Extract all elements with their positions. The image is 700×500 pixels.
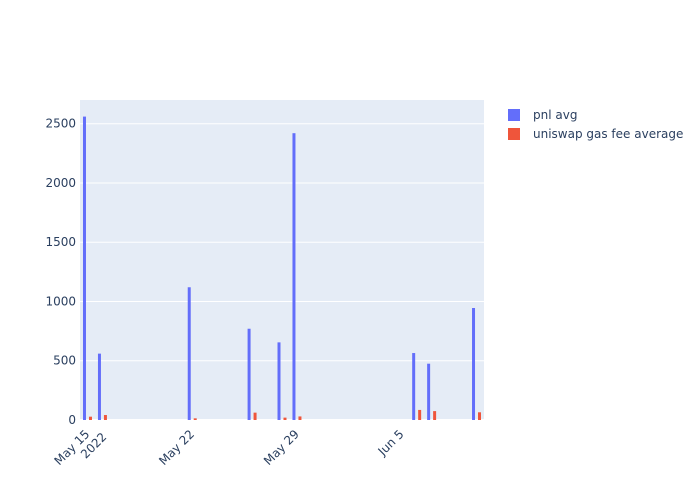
y-tick-label: 0 [68,413,76,427]
bars [82,116,481,420]
bar-pnl-avg[interactable] [82,116,86,420]
x-tick: May 22 [156,427,197,468]
legend-label: pnl avg [533,108,577,122]
x-tick: Jun 5 [375,427,407,459]
bar-gas-fee[interactable] [88,416,92,420]
x-tick: May 29 [261,427,302,468]
bar-gas-fee[interactable] [283,417,287,420]
bar-pnl-avg[interactable] [277,342,281,420]
bar-gas-fee[interactable] [103,415,107,420]
legend-label: uniswap gas fee average [533,127,683,141]
bar-gas-fee[interactable] [433,411,437,420]
y-tick-label: 2500 [45,117,76,131]
plot-area [80,100,484,420]
legend-swatch [508,128,520,140]
legend-swatch [508,109,520,121]
bar-gas-fee[interactable] [418,409,422,420]
bar-pnl-avg[interactable] [187,287,191,420]
bar-pnl-avg[interactable] [247,328,251,420]
bar-pnl-avg[interactable] [472,308,476,420]
gridlines [80,123,484,421]
bar-gas-fee[interactable] [253,412,257,420]
x-tick-label: May 22 [156,427,197,468]
bar-gas-fee[interactable] [478,412,481,420]
y-tick-label: 500 [53,354,76,368]
x-tick-label: Jun 5 [375,427,407,459]
bar-pnl-avg[interactable] [427,363,431,420]
bar-pnl-avg[interactable] [292,133,296,420]
bar-gas-fee[interactable] [193,418,197,420]
legend-item[interactable]: pnl avg [508,108,577,122]
y-tick-label: 1500 [45,235,76,249]
bar-pnl-avg[interactable] [412,353,416,420]
bar-pnl-avg[interactable] [97,353,101,420]
legend-item[interactable]: uniswap gas fee average [508,127,683,141]
y-axis-ticks: 0 500 1000 1500 2000 2500 [45,117,76,427]
legend[interactable]: pnl avg uniswap gas fee average [508,108,683,141]
y-tick-label: 2000 [45,176,76,190]
x-tick-label: May 29 [261,427,302,468]
bar-gas-fee[interactable] [298,416,302,420]
y-tick-label: 1000 [45,294,76,308]
